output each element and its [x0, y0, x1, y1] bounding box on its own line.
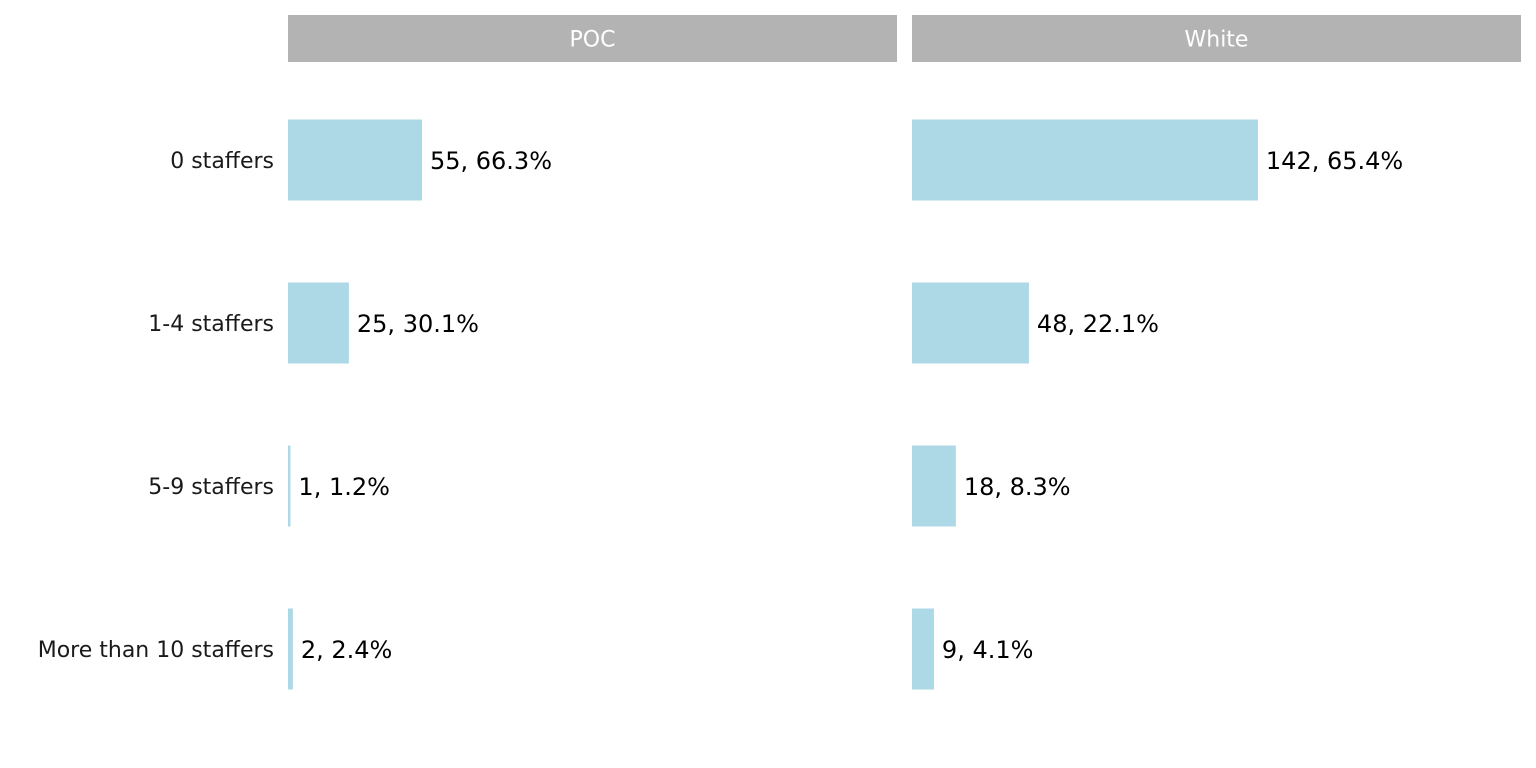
bar-0-1: [288, 282, 349, 364]
bar-1-3: [912, 608, 934, 690]
bar-0-2: [288, 445, 291, 527]
facet-strip-1: [912, 15, 1521, 62]
bar-1-2: [912, 445, 956, 527]
category-label-2: 5-9 staffers: [148, 475, 274, 500]
bar-0-3: [288, 608, 293, 690]
category-label-3: More than 10 staffers: [38, 638, 274, 663]
data-label-1-0: 142, 65.4%: [1266, 147, 1403, 175]
data-label-1-2: 18, 8.3%: [964, 473, 1071, 501]
data-label-0-3: 2, 2.4%: [301, 636, 393, 664]
category-label-0: 0 staffers: [170, 149, 274, 174]
facet-strip-0: [288, 15, 897, 62]
bar-0-0: [288, 119, 422, 201]
data-label-0-0: 55, 66.3%: [430, 147, 552, 175]
data-label-1-1: 48, 22.1%: [1037, 310, 1159, 338]
data-label-1-3: 9, 4.1%: [942, 636, 1034, 664]
data-label-0-2: 1, 1.2%: [298, 473, 390, 501]
bar-1-0: [912, 119, 1258, 201]
bar-1-1: [912, 282, 1029, 364]
category-label-1: 1-4 staffers: [148, 312, 274, 337]
data-label-0-1: 25, 30.1%: [357, 310, 479, 338]
facet-label-0: POC: [570, 28, 616, 53]
facet-label-1: White: [1185, 28, 1249, 53]
